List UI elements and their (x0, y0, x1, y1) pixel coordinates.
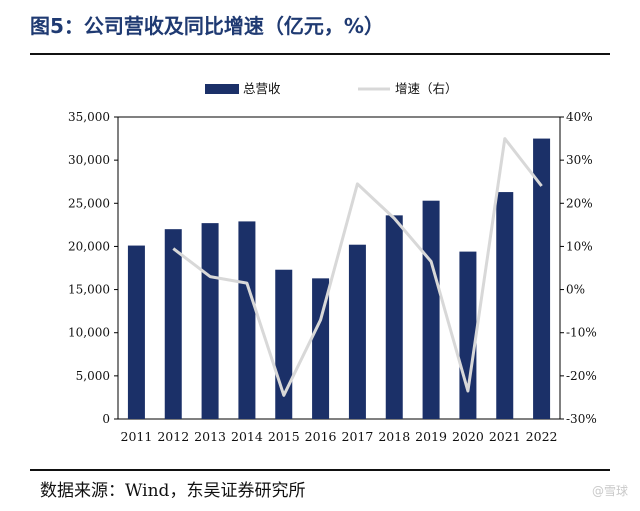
right-axis-tick-label: -20% (566, 369, 597, 383)
left-axis-tick-label: 25,000 (68, 196, 110, 210)
bar-2017 (348, 244, 366, 419)
bar-2011 (127, 245, 145, 419)
right-axis-tick-label: 20% (566, 196, 593, 210)
watermark: @雪球 (591, 484, 628, 498)
left-axis-tick-label: 35,000 (68, 110, 110, 124)
x-axis-label: 2018 (378, 429, 410, 444)
legend-label-growth: 增速（右） (395, 81, 458, 96)
left-axis-tick-label: 10,000 (68, 326, 110, 340)
right-axis-tick-label: -10% (566, 326, 597, 340)
right-axis-tick-label: 0% (566, 283, 585, 297)
right-axis-tick-label: 40% (566, 110, 593, 124)
source-note: 数据来源：Wind，东吴证券研究所 (40, 481, 306, 501)
bar-2022 (533, 138, 551, 420)
chart-title: 图5：公司营收及同比增速（亿元，%） (30, 14, 384, 38)
x-axis-label: 2012 (157, 429, 189, 444)
left-axis-tick-label: 20,000 (68, 239, 110, 253)
legend-label-revenue: 总营收 (243, 81, 281, 96)
plot-frame (117, 116, 561, 420)
right-axis-tick-label: 30% (566, 153, 593, 167)
left-axis-tick-label: 5,000 (76, 369, 110, 383)
x-axis-label: 2020 (452, 429, 484, 444)
right-axis-tick-label: 10% (566, 239, 593, 253)
x-axis-label: 2011 (121, 429, 153, 444)
title-divider (30, 53, 610, 55)
bar-2013 (201, 223, 219, 419)
bar-2018 (385, 215, 403, 419)
x-axis-label: 2021 (489, 429, 521, 444)
bar-2019 (422, 200, 440, 419)
source-divider (30, 469, 610, 471)
x-axis-label: 2016 (305, 429, 337, 444)
growth-rate-line (172, 137, 543, 397)
x-axis-label: 2015 (268, 429, 300, 444)
legend-swatch-revenue (205, 84, 239, 94)
x-axis-label: 2017 (342, 429, 374, 444)
bar-2021 (496, 192, 514, 419)
bar-2014 (238, 221, 256, 419)
bar-2012 (164, 229, 182, 419)
bar-2020 (459, 251, 477, 419)
x-axis-label: 2014 (231, 429, 263, 444)
bar-2016 (312, 278, 330, 419)
x-axis-label: 2019 (415, 429, 447, 444)
x-axis-label: 2022 (526, 429, 558, 444)
left-axis-tick-label: 30,000 (68, 153, 110, 167)
left-axis-tick-label: 0 (102, 412, 110, 426)
x-axis-label: 2013 (194, 429, 226, 444)
left-axis-tick-label: 15,000 (68, 283, 110, 297)
right-axis-tick-label: -30% (566, 412, 597, 426)
chart-area: 0 5,000 10,000 15,000 20,000 25,000 30,000 35,0… (68, 81, 597, 444)
